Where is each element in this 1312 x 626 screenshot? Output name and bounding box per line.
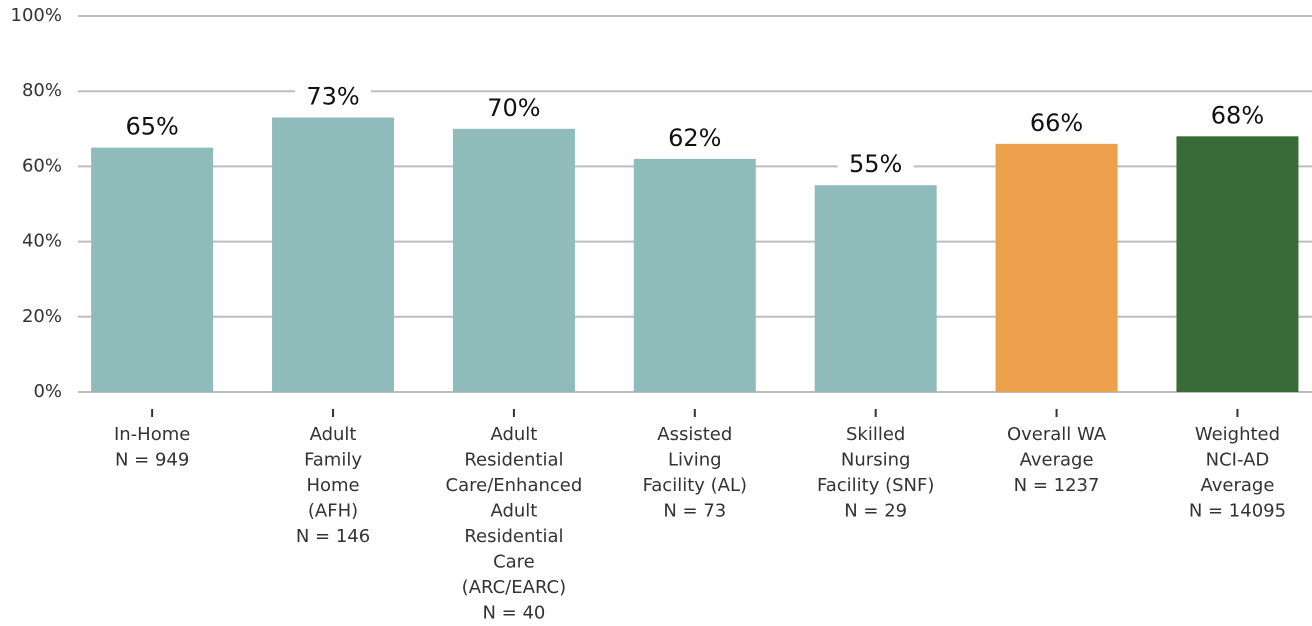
value-label-bg [656, 122, 733, 155]
x-tick-label: Adult [490, 424, 537, 445]
value-label: 70% [487, 94, 540, 122]
bar [91, 147, 214, 392]
y-tick-label: 80% [22, 80, 62, 101]
x-tick-label: Average [1020, 450, 1094, 471]
x-tick-label: Adult [490, 501, 537, 522]
value-label: 73% [306, 83, 359, 111]
x-tick-label: Care/Enhanced [446, 475, 583, 496]
y-tick-label: 60% [22, 155, 62, 176]
bar [1176, 136, 1299, 392]
x-tick-label: Adult [310, 424, 357, 445]
x-tick-label: (ARC/EARC) [462, 577, 566, 598]
value-label: 68% [1211, 101, 1264, 129]
x-tick-label: Living [668, 450, 722, 471]
y-tick-label: 100% [11, 5, 62, 26]
value-label-bg [295, 81, 372, 114]
x-tick-label: Family [304, 450, 362, 471]
value-label: 65% [125, 113, 178, 141]
value-label-bg [837, 149, 914, 182]
bar [995, 143, 1118, 392]
x-tick-label: N = 146 [296, 526, 370, 547]
x-tick-label: Overall WA [1007, 424, 1107, 445]
x-tick-label: N = 949 [115, 450, 189, 471]
bar [814, 185, 937, 392]
value-label: 66% [1030, 109, 1083, 137]
x-tick-label: N = 1237 [1014, 475, 1100, 496]
x-tick-label: Facility (SNF) [817, 475, 934, 496]
x-tick-label: NCI-AD [1206, 450, 1270, 471]
bar [452, 128, 575, 393]
value-label-bg [114, 111, 191, 144]
y-tick-label: 0% [33, 381, 62, 402]
x-tick-label: Weighted [1195, 424, 1280, 445]
value-label: 62% [668, 124, 721, 152]
x-tick-label: N = 73 [663, 501, 726, 522]
x-tick-label: Average [1200, 475, 1274, 496]
bar [272, 117, 395, 393]
value-label-bg [475, 92, 552, 125]
x-tick-label: N = 29 [844, 501, 907, 522]
y-tick-label: 40% [22, 231, 62, 252]
x-tick-label: Residential [464, 450, 563, 471]
x-tick-label: Assisted [657, 424, 732, 445]
x-tick-label: Care [493, 552, 535, 573]
y-tick-label: 20% [22, 306, 62, 327]
value-label-bg [1018, 107, 1095, 140]
x-tick-label: N = 14095 [1189, 501, 1286, 522]
x-tick-label: Skilled [846, 424, 905, 445]
x-tick-label: Residential [464, 526, 563, 547]
value-label-bg [1199, 100, 1276, 133]
x-tick-label: In-Home [114, 424, 190, 445]
x-tick-label: Facility (AL) [643, 475, 747, 496]
x-tick-label: N = 40 [482, 603, 545, 624]
x-tick-label: Nursing [841, 450, 911, 471]
bar [633, 158, 756, 392]
x-tick-label: Home [306, 475, 359, 496]
x-tick-label: (AFH) [308, 501, 358, 522]
value-label: 55% [849, 150, 902, 178]
